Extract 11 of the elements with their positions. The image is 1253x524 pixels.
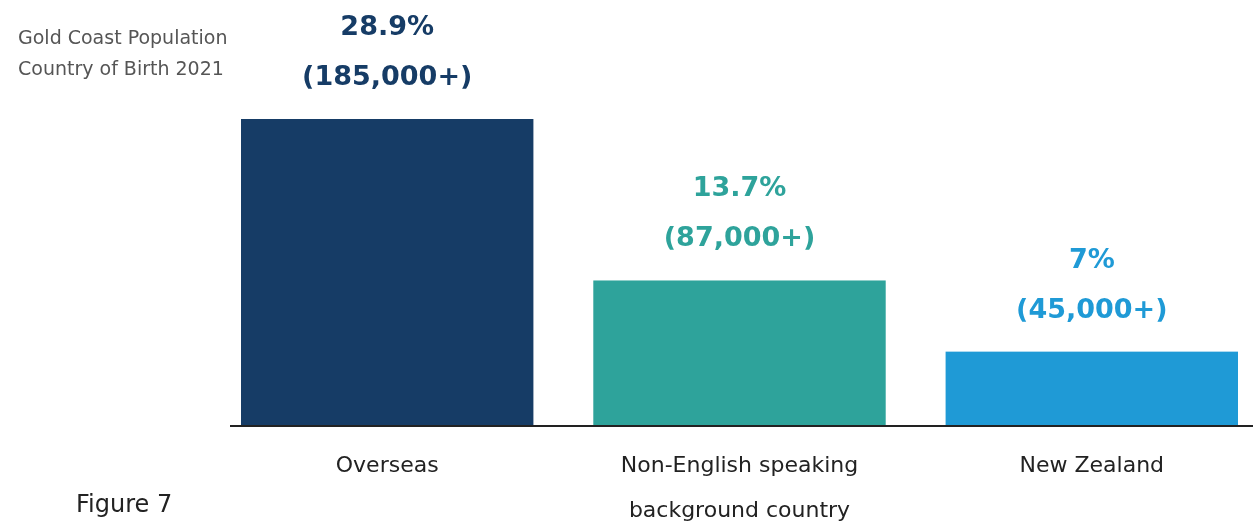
data-label: 13.7% — [692, 171, 787, 203]
annotation: (45,000+) — [1016, 292, 1168, 324]
x-tick-label: Overseas — [335, 452, 439, 477]
annotation: (87,000+) — [663, 221, 816, 253]
x-tick-label: Non-English speaking background country — [620, 452, 859, 522]
caption: Figure 7 — [76, 490, 173, 518]
annotation: (185,000+) — [302, 60, 473, 91]
data-label: 28.9% — [340, 10, 435, 41]
chart-title: Gold Coast Population Country of Birth 2021 — [18, 26, 228, 79]
data-label: 7% — [1068, 242, 1115, 274]
x-tick-label: New Zealand — [1019, 452, 1165, 477]
